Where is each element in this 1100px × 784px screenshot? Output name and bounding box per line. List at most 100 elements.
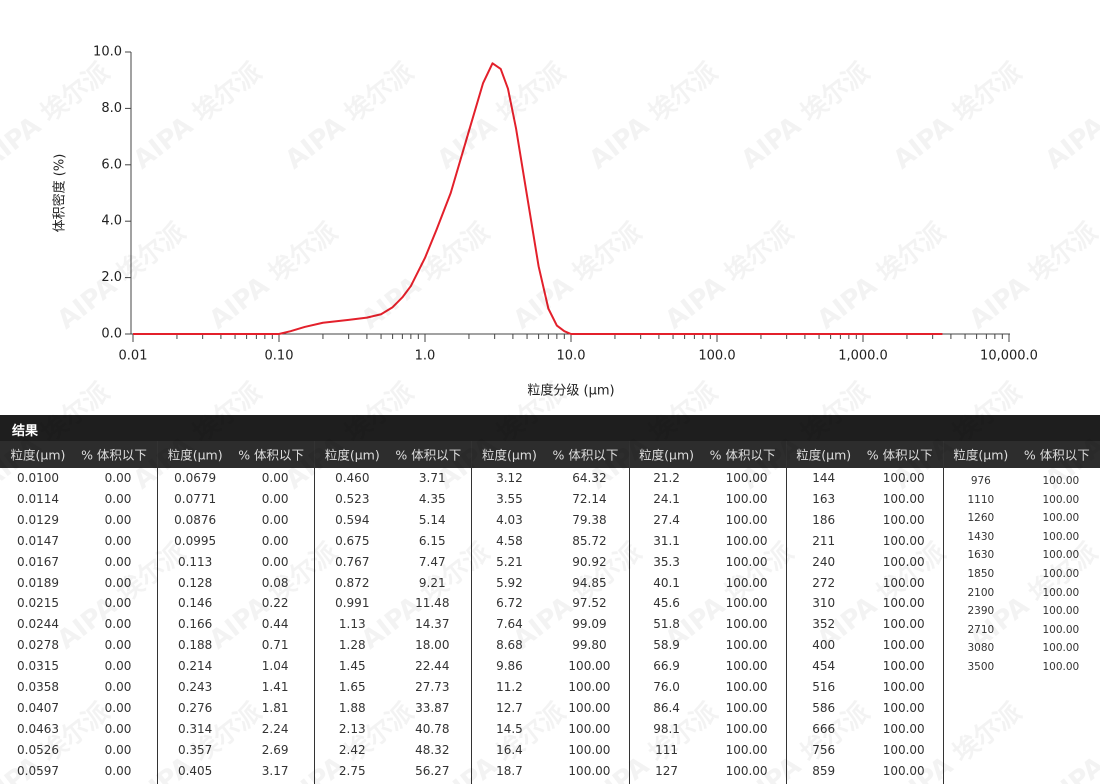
size-cell: 0.0278	[17, 638, 59, 653]
size-cell: 0.991	[335, 596, 370, 611]
percent-cell: 48.32	[415, 742, 450, 757]
percent-cell: 100.00	[725, 763, 768, 778]
size-cell: 0.767	[335, 554, 370, 569]
column-header: % 体积以下	[552, 447, 619, 463]
size-cell: 1.13	[338, 617, 366, 632]
size-cell: 127	[655, 763, 679, 778]
size-cell: 58.9	[653, 638, 680, 653]
size-cell: 11.2	[496, 680, 523, 694]
percent-cell: 85.72	[572, 533, 607, 548]
percent-cell: 100.00	[1042, 530, 1080, 543]
size-cell: 0.314	[177, 721, 213, 736]
percent-cell: 0.00	[104, 700, 132, 715]
size-cell: 0.166	[177, 617, 213, 632]
percent-cell: 3.71	[418, 471, 446, 485]
size-cell: 0.523	[335, 491, 370, 506]
percent-cell: 9.21	[418, 575, 446, 590]
size-cell: 0.214	[177, 659, 213, 674]
size-cell: 0.0215	[17, 596, 59, 611]
percent-cell: 0.00	[104, 512, 132, 527]
percent-cell: 2.69	[261, 742, 289, 757]
results-table: 结果 粒度(μm) % 体积以下 0.0100 0.00 0.0114 0.00 0.0129…	[0, 415, 1100, 784]
size-cell: 2.75	[338, 763, 366, 778]
size-cell: 1430	[967, 530, 995, 543]
x-tick-label: 1,000.0	[838, 349, 888, 364]
size-cell: 0.872	[335, 575, 370, 590]
group-divider	[628, 441, 630, 784]
percent-cell: 100.00	[882, 575, 925, 590]
size-cell: 352	[812, 617, 836, 632]
size-cell: 0.0189	[17, 575, 59, 590]
percent-cell: 0.71	[261, 638, 289, 653]
percent-cell: 72.14	[572, 491, 607, 506]
size-cell: 0.0147	[17, 533, 59, 548]
group-divider	[471, 441, 473, 784]
size-cell: 211	[812, 533, 836, 548]
group-divider	[314, 441, 316, 784]
size-cell: 0.0876	[174, 512, 217, 527]
percent-cell: 100.00	[882, 680, 925, 694]
size-cell: 3080	[967, 642, 995, 655]
size-cell: 12.7	[496, 700, 523, 715]
size-cell: 516	[812, 680, 836, 694]
x-tick-label: 0.01	[119, 349, 148, 364]
percent-cell: 100.00	[1042, 661, 1080, 673]
size-cell: 163	[812, 491, 836, 506]
percent-cell: 100.00	[725, 575, 768, 590]
size-cell: 2.42	[338, 742, 366, 757]
size-cell: 4.03	[496, 512, 523, 527]
percent-cell: 0.00	[104, 659, 132, 674]
column-header: 粒度(μm)	[796, 447, 852, 463]
percent-cell: 100.00	[725, 638, 768, 653]
percent-cell: 33.87	[415, 700, 450, 715]
percent-cell: 2.24	[261, 721, 289, 736]
size-cell: 24.1	[653, 491, 680, 506]
column-header: 粒度(μm)	[10, 447, 66, 463]
size-cell: 3500	[967, 661, 995, 673]
size-cell: 0.128	[177, 575, 213, 590]
percent-cell: 0.00	[104, 554, 132, 569]
percent-cell: 40.78	[415, 721, 450, 736]
percent-cell: 100.00	[882, 596, 925, 611]
percent-cell: 100.00	[882, 617, 925, 632]
size-cell: 7.64	[496, 617, 523, 632]
column-header: 粒度(μm)	[639, 447, 695, 463]
group-divider	[942, 441, 944, 784]
size-cell: 98.1	[653, 721, 680, 736]
group-divider	[157, 441, 159, 784]
y-tick-label: 2.0	[101, 270, 122, 285]
size-cell: 66.9	[653, 659, 680, 674]
column-header: % 体积以下	[866, 447, 933, 463]
size-cell: 31.1	[653, 533, 680, 548]
percent-cell: 7.47	[418, 554, 446, 569]
percent-cell: 97.52	[572, 596, 607, 611]
size-cell: 0.0463	[17, 721, 59, 736]
column-header: % 体积以下	[709, 447, 776, 463]
size-cell: 0.146	[177, 596, 213, 611]
size-cell: 0.0129	[17, 512, 59, 527]
percent-cell: 100.00	[882, 700, 925, 715]
size-cell: 0.276	[177, 700, 213, 715]
size-cell: 0.0771	[174, 491, 217, 506]
size-cell: 186	[812, 512, 836, 527]
size-cell: 21.2	[653, 471, 680, 485]
x-axis-label: 粒度分级 (μm)	[527, 383, 614, 399]
column-header: % 体积以下	[81, 447, 147, 463]
percent-cell: 0.00	[104, 763, 132, 778]
percent-cell: 100.00	[725, 533, 768, 548]
percent-cell: 100.00	[882, 721, 925, 736]
percent-cell: 5.14	[418, 512, 446, 527]
size-cell: 0.594	[335, 512, 370, 527]
size-cell: 0.0995	[174, 533, 217, 548]
y-tick-label: 0.0	[101, 327, 122, 342]
percent-cell: 0.00	[104, 721, 132, 736]
column-header: % 体积以下	[1023, 447, 1090, 463]
size-cell: 27.4	[653, 512, 680, 527]
percent-cell: 14.37	[415, 617, 450, 632]
percent-cell: 100.00	[1042, 642, 1080, 655]
chart: 体积密度 (%) 粒度分级 (μm) 0.0 2.0 4.0 6.0 8.0 10.0 0.…	[52, 45, 1038, 399]
y-tick-label: 4.0	[101, 214, 122, 229]
size-cell: 240	[812, 554, 836, 569]
size-cell: 111	[655, 742, 679, 757]
percent-cell: 100.00	[882, 638, 925, 653]
